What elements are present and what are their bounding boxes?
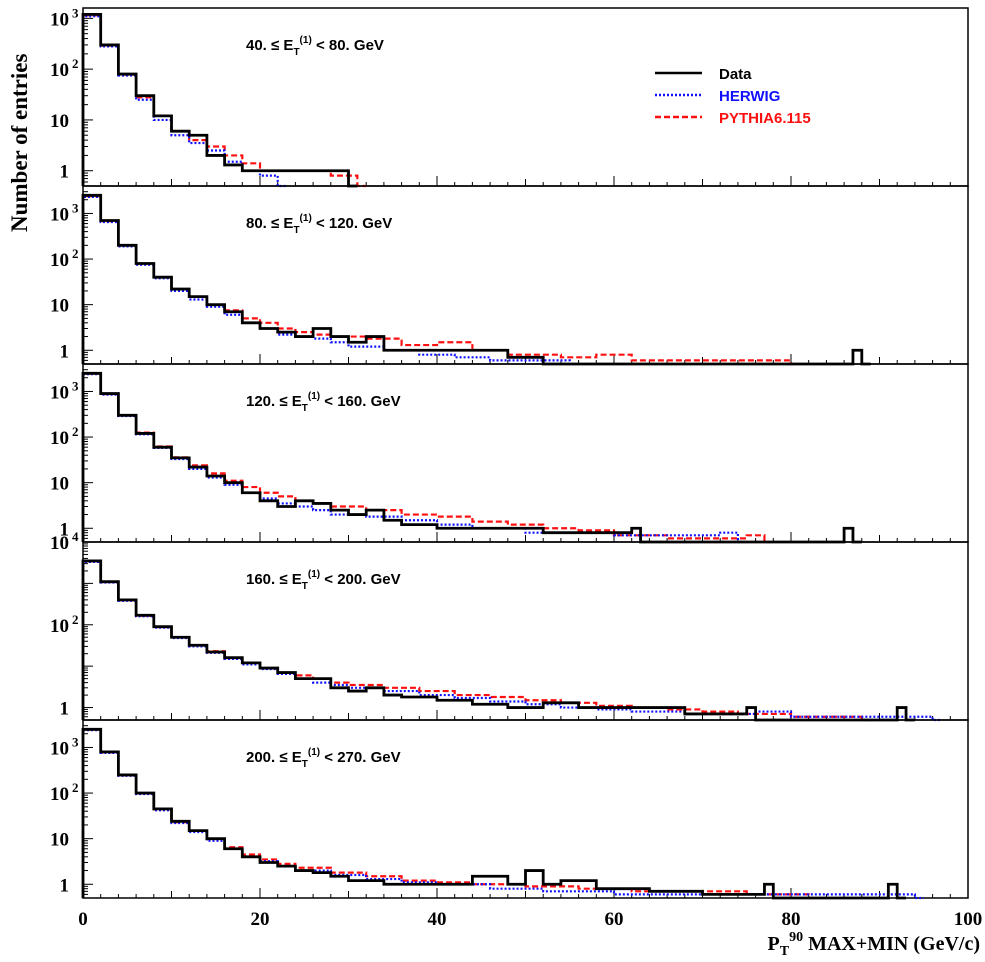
y-tick-label-exponent: 2 [72,780,79,795]
x-tick-label: 100 [954,909,983,930]
y-tick-label: 1 [60,341,70,362]
y-tick-label-exponent: 2 [72,56,79,71]
y-tick-label: 10 [50,250,69,271]
series-herwig [81,195,579,366]
y-tick-label: 1 [60,162,70,183]
panel-title-part: 40. ≤ E [246,37,293,54]
y-tick-label: 10 [50,784,69,805]
legend-label: PYTHIA6.115 [719,110,811,127]
panel-frame [82,185,969,365]
panel-title-part: T [293,225,299,236]
y-tick-label: 10 [50,830,69,851]
x-axis-label-main: P [768,933,780,955]
panel-title-part: 80. ≤ E [246,215,293,232]
series-herwig [81,729,924,900]
panel-title: 120. ≤ ET(1) < 160. GeV [246,391,401,414]
panel-title-part: T [302,581,308,592]
y-tick-label-exponent: 3 [72,734,79,749]
y-tick-label: 10 [50,428,69,449]
y-axis-label: Number of entries [7,54,32,232]
series-data [81,371,862,544]
panel-title-part: < 80. GeV [312,37,384,54]
panel-title: 160. ≤ ET(1) < 200. GeV [246,569,401,592]
series-data [81,12,358,188]
panel-title: 80. ≤ ET(1) < 120. GeV [246,213,392,236]
panel-title-part: < 200. GeV [320,571,400,588]
legend-label: HERWIG [719,88,780,105]
y-tick-label-exponent: 3 [72,200,79,215]
panel-title-part: < 270. GeV [320,749,400,766]
panel-title-part: T [302,759,308,770]
x-tick-label: 80 [782,909,801,930]
y-tick-label: 10 [50,533,69,554]
series-pythia6-115 [81,195,800,366]
legend: Data HERWIG PYTHIA6.115 [655,66,811,127]
panel-title-part: (1) [300,213,312,224]
x-axis-label-rest: MAX+MIN (GeV/c) [803,933,980,955]
y-tick-label-exponent: 2 [72,246,79,261]
y-tick-label: 10 [50,474,69,495]
y-tick-label: 10 [50,60,69,81]
y-tick-label-exponent: 4 [72,529,79,544]
y-tick-label-exponent: 2 [72,424,79,439]
panel-title-part: < 120. GeV [312,215,392,232]
x-axis-label-sup: 90 [789,930,803,945]
y-tick-label: 1 [60,519,70,540]
series-pythia6-115 [81,560,871,722]
panel-title-part: < 160. GeV [320,393,400,410]
y-tick-label: 10 [50,204,69,225]
y-tick-label-exponent: 3 [72,5,79,20]
panel-frame [82,7,969,187]
panel-title-part: T [293,47,299,58]
x-tick-label: 0 [78,909,88,930]
y-tick-label: 10 [50,296,69,317]
y-tick-label-exponent: 3 [72,378,79,393]
panel-title-part: (1) [308,391,320,402]
y-tick-label: 10 [50,616,69,637]
legend-label: Data [719,66,752,83]
panel-frame [82,363,969,543]
y-tick-label: 10 [50,382,69,403]
panel-title-part: (1) [308,569,320,580]
series-data [81,727,907,900]
x-tick-label: 40 [428,909,447,930]
x-axis: 0 20 40 60 80 100 [78,909,982,930]
y-tick-label: 1 [60,875,70,896]
x-tick-label: 60 [605,909,624,930]
x-axis-label-sub: T [780,944,790,959]
series-data [81,559,915,722]
panel-title-part: (1) [300,35,312,46]
series-data [81,193,871,366]
panel-title-part: 200. ≤ E [246,749,302,766]
x-axis-label: PT90 MAX+MIN (GeV/c) [768,930,980,959]
series-pythia6-115 [81,728,818,900]
panel-title-part: 160. ≤ E [246,571,302,588]
y-tick-label-exponent: 2 [72,612,79,627]
y-tick-label: 10 [50,9,69,30]
x-tick-label: 20 [251,909,270,930]
panel-title: 200. ≤ ET(1) < 270. GeV [246,747,401,770]
y-tick-label: 10 [50,111,69,132]
y-tick-label: 1 [60,699,70,720]
panel-title-part: 120. ≤ E [246,393,302,410]
panel-title: 40. ≤ ET(1) < 80. GeV [246,35,384,58]
y-tick-label: 10 [50,738,69,759]
panel-frame [82,541,969,721]
series-pythia6-115 [81,14,367,188]
panel-title-part: T [302,403,308,414]
panel-title-part: (1) [308,747,320,758]
